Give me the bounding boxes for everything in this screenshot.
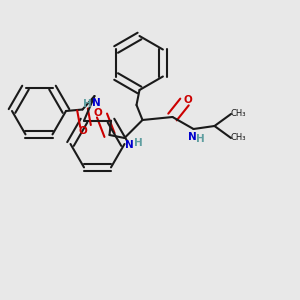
Text: O: O [183, 95, 192, 106]
Text: H: H [134, 137, 142, 148]
Text: N: N [188, 131, 196, 142]
Text: O: O [93, 107, 102, 118]
Text: N: N [92, 98, 100, 108]
Text: H: H [196, 134, 205, 144]
Text: CH₃: CH₃ [231, 134, 246, 142]
Text: O: O [78, 125, 87, 136]
Text: N: N [124, 140, 134, 150]
Text: CH₃: CH₃ [231, 110, 246, 118]
Text: H: H [82, 99, 91, 110]
